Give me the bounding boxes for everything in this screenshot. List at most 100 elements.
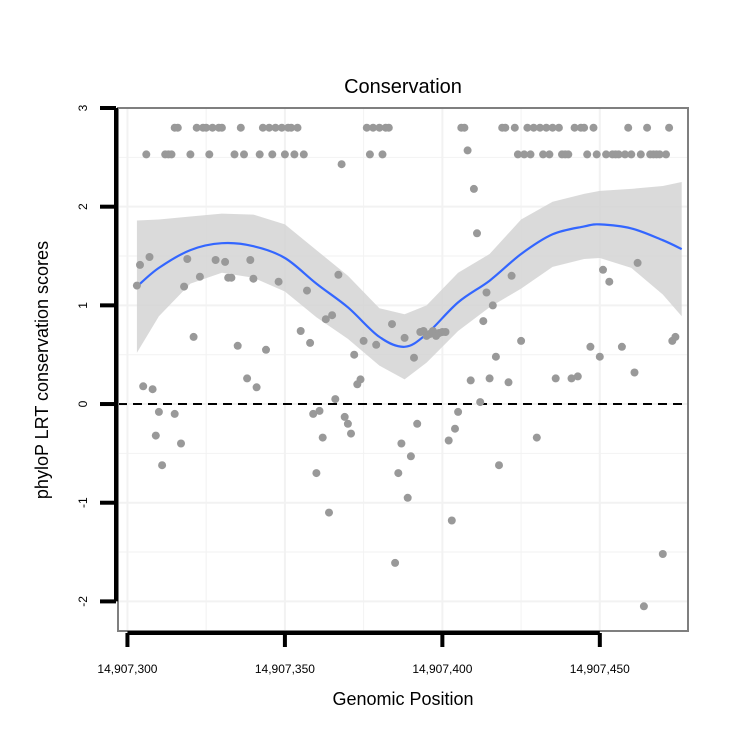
data-point xyxy=(240,150,248,159)
data-point xyxy=(510,123,519,132)
data-point xyxy=(671,332,680,341)
data-point xyxy=(246,256,255,264)
data-point xyxy=(325,508,333,517)
data-point xyxy=(463,146,472,155)
confidence-band xyxy=(136,182,682,380)
data-point xyxy=(539,150,548,159)
data-point xyxy=(362,123,371,132)
data-point xyxy=(592,150,601,159)
smooth-line xyxy=(136,223,683,348)
data-point xyxy=(221,257,230,266)
data-point xyxy=(369,123,378,132)
data-point xyxy=(554,123,563,132)
data-point xyxy=(208,123,217,132)
data-point xyxy=(230,150,239,159)
data-point xyxy=(236,123,245,132)
data-point xyxy=(337,160,346,169)
data-point xyxy=(183,255,192,263)
data-point xyxy=(334,270,343,279)
data-point xyxy=(485,374,494,383)
data-point xyxy=(293,123,302,132)
data-point xyxy=(513,150,522,159)
data-point xyxy=(662,150,670,159)
data-point xyxy=(189,332,198,341)
data-point xyxy=(321,315,330,324)
data-point xyxy=(451,424,459,433)
data-point xyxy=(347,429,355,438)
y-axis: -2 -1 0 1 2 3 xyxy=(76,104,118,607)
y-tick-label: 0 xyxy=(76,400,90,407)
data-point xyxy=(447,516,456,525)
data-point xyxy=(636,150,645,159)
data-point xyxy=(476,398,485,407)
data-point xyxy=(551,374,560,383)
data-point xyxy=(523,123,532,132)
data-point xyxy=(586,342,595,351)
y-tick-label: -2 xyxy=(76,596,90,607)
data-point xyxy=(643,123,652,132)
data-point xyxy=(517,336,526,345)
data-point xyxy=(410,353,418,362)
data-point xyxy=(180,282,189,291)
data-point xyxy=(287,123,296,132)
data-point xyxy=(665,123,674,132)
data-point xyxy=(268,150,277,159)
data-point xyxy=(394,469,403,478)
data-point xyxy=(548,123,557,132)
data-point xyxy=(388,320,396,329)
y-tick-label: -1 xyxy=(76,497,90,508)
data-point xyxy=(296,327,305,335)
data-point xyxy=(202,123,211,132)
x-tick-label: 14,907,350 xyxy=(255,662,315,676)
data-point xyxy=(340,412,349,421)
data-point xyxy=(444,436,453,445)
data-point xyxy=(154,407,163,416)
data-point xyxy=(397,439,406,448)
data-point xyxy=(495,461,503,470)
data-point xyxy=(227,273,236,282)
data-point xyxy=(132,281,141,290)
data-point xyxy=(605,277,614,286)
x-axis-title: Genomic Position xyxy=(332,689,473,709)
data-point xyxy=(520,150,529,159)
data-point xyxy=(249,274,258,283)
data-point xyxy=(655,150,664,159)
data-point xyxy=(599,265,607,274)
data-point xyxy=(192,123,201,132)
data-point xyxy=(328,311,337,320)
data-point xyxy=(630,368,639,377)
data-point xyxy=(564,150,573,159)
data-point xyxy=(177,439,185,448)
data-point xyxy=(372,340,381,349)
data-point xyxy=(309,409,318,418)
data-point xyxy=(173,123,182,132)
data-point xyxy=(658,550,667,558)
data-point xyxy=(277,123,286,132)
data-point xyxy=(614,150,623,159)
data-point xyxy=(507,271,516,280)
data-point xyxy=(274,277,283,286)
data-points-group xyxy=(132,123,680,611)
data-point xyxy=(536,123,544,132)
data-point xyxy=(195,272,204,281)
data-point xyxy=(627,150,636,159)
data-point xyxy=(303,286,311,295)
data-point xyxy=(271,123,280,132)
data-point xyxy=(211,256,220,264)
y-axis-title: phyloP LRT conservation scores xyxy=(32,241,52,499)
data-point xyxy=(142,150,151,159)
data-point xyxy=(454,407,463,416)
data-point xyxy=(403,493,412,502)
data-point xyxy=(526,150,535,159)
data-point xyxy=(624,123,633,132)
data-point xyxy=(545,150,554,159)
data-point xyxy=(136,260,144,269)
data-point xyxy=(350,350,359,359)
data-point xyxy=(479,317,488,326)
data-point xyxy=(255,150,264,159)
data-point xyxy=(318,433,327,442)
data-point xyxy=(391,558,400,567)
y-tick-label: 1 xyxy=(76,302,90,309)
data-point xyxy=(217,123,226,132)
data-point xyxy=(167,150,176,159)
